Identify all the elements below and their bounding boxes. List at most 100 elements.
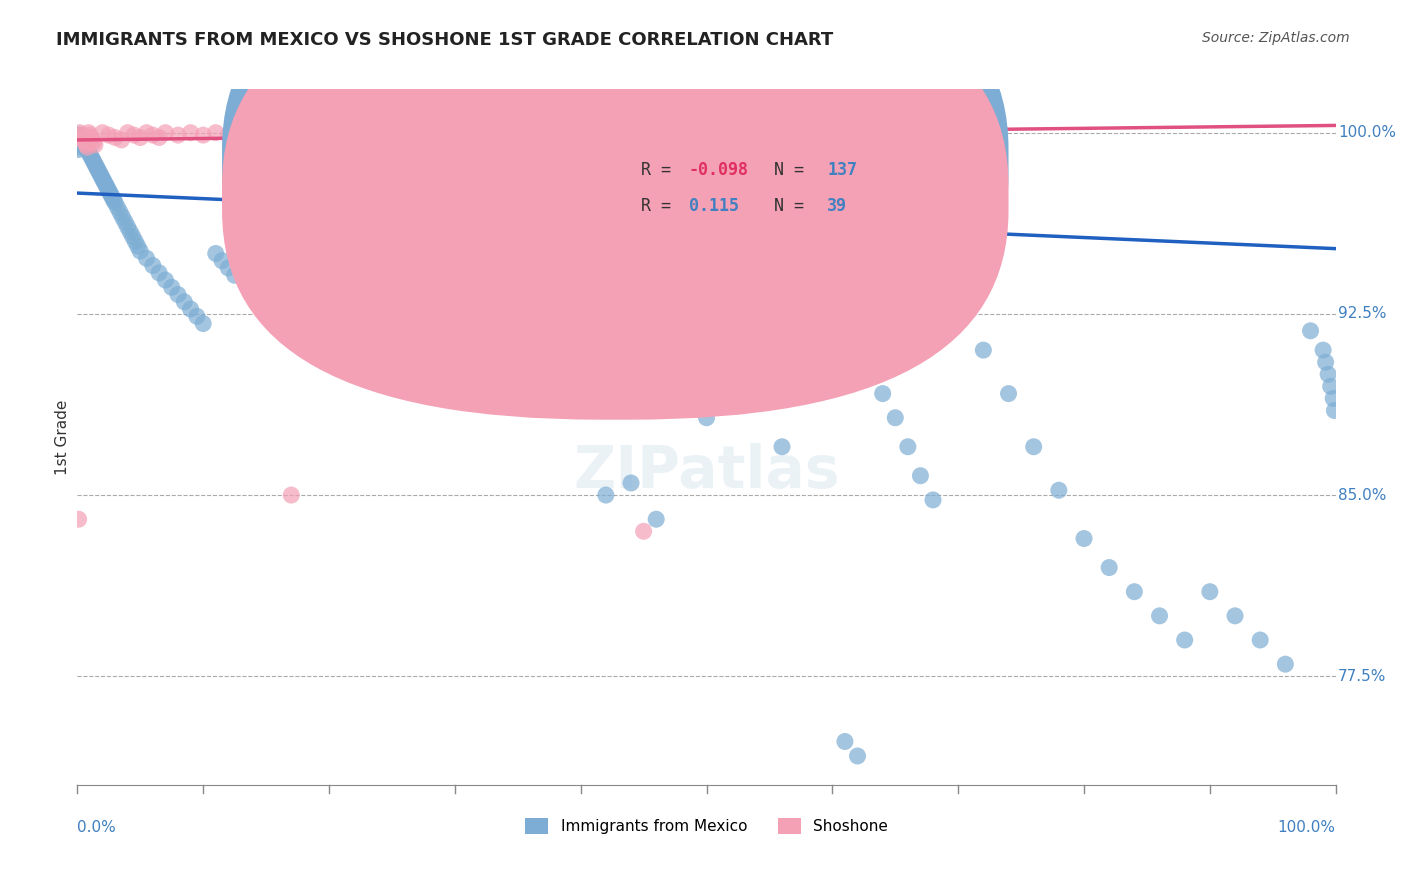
Point xyxy=(368,215,391,229)
Point xyxy=(1198,584,1220,599)
Point xyxy=(70,130,93,145)
Point xyxy=(80,150,103,164)
Point xyxy=(343,249,366,263)
Point xyxy=(108,205,131,219)
Point xyxy=(1249,633,1271,648)
Point xyxy=(101,191,124,205)
Text: 137: 137 xyxy=(827,161,858,179)
Point xyxy=(160,280,183,294)
Point xyxy=(287,285,309,299)
Point xyxy=(67,136,90,150)
Point xyxy=(148,266,170,280)
Point xyxy=(280,277,302,292)
Point xyxy=(117,219,139,234)
FancyBboxPatch shape xyxy=(222,0,1008,420)
Point xyxy=(204,246,226,260)
Point xyxy=(356,227,378,242)
Point xyxy=(280,488,302,502)
Point xyxy=(544,215,567,229)
Point xyxy=(229,227,252,242)
Point xyxy=(456,227,478,242)
Text: 0.115: 0.115 xyxy=(689,197,740,215)
Point xyxy=(82,133,104,147)
Point xyxy=(569,218,592,232)
Point xyxy=(432,252,454,266)
Point xyxy=(90,169,112,184)
Point xyxy=(444,126,467,140)
Point xyxy=(107,201,129,215)
Text: R =: R = xyxy=(641,197,692,215)
FancyBboxPatch shape xyxy=(222,0,1008,384)
Point xyxy=(96,181,118,195)
Point xyxy=(77,145,100,159)
Point xyxy=(91,126,114,140)
Point xyxy=(481,270,503,285)
Point xyxy=(1317,368,1340,382)
Point xyxy=(75,137,97,152)
Point xyxy=(305,307,328,321)
Point xyxy=(103,194,125,208)
Point xyxy=(155,126,177,140)
Point xyxy=(671,379,693,393)
Point xyxy=(948,300,970,314)
Point xyxy=(142,128,165,142)
Point xyxy=(97,128,120,142)
Text: N =: N = xyxy=(775,197,814,215)
Y-axis label: 1st Grade: 1st Grade xyxy=(55,400,70,475)
Point xyxy=(267,263,290,277)
Legend: Immigrants from Mexico, Shoshone: Immigrants from Mexico, Shoshone xyxy=(519,812,894,840)
Point xyxy=(468,235,491,249)
Point xyxy=(67,143,90,157)
Point xyxy=(180,301,202,316)
Point xyxy=(94,177,117,191)
Point xyxy=(67,128,90,142)
Point xyxy=(910,468,932,483)
Point xyxy=(770,440,793,454)
Point xyxy=(1149,608,1171,623)
Point xyxy=(374,222,396,236)
Point xyxy=(191,317,215,331)
Point xyxy=(884,410,907,425)
Point xyxy=(180,126,202,140)
Point xyxy=(1319,379,1341,393)
Point xyxy=(236,235,259,249)
Point xyxy=(1223,608,1246,623)
Point xyxy=(135,252,157,266)
Point xyxy=(846,749,869,764)
Point xyxy=(645,512,668,526)
Point xyxy=(620,475,643,490)
Point xyxy=(129,130,152,145)
Point xyxy=(569,126,592,140)
Point xyxy=(267,126,290,140)
Point xyxy=(129,244,152,258)
Point xyxy=(117,126,139,140)
FancyBboxPatch shape xyxy=(576,153,935,235)
Point xyxy=(72,133,94,147)
Point xyxy=(73,137,96,152)
Point xyxy=(89,167,111,181)
Point xyxy=(142,259,165,273)
Point xyxy=(91,171,114,186)
Point xyxy=(336,242,359,256)
Text: 85.0%: 85.0% xyxy=(1339,488,1386,502)
Point xyxy=(1123,584,1146,599)
Point xyxy=(745,386,768,401)
Point xyxy=(69,128,91,142)
Point xyxy=(1323,403,1346,417)
Point xyxy=(1022,440,1045,454)
Point xyxy=(86,161,108,176)
Point xyxy=(897,440,920,454)
Point xyxy=(274,270,297,285)
Point xyxy=(67,512,90,526)
Text: IMMIGRANTS FROM MEXICO VS SHOSHONE 1ST GRADE CORRELATION CHART: IMMIGRANTS FROM MEXICO VS SHOSHONE 1ST G… xyxy=(56,31,834,49)
Point xyxy=(83,154,105,169)
Point xyxy=(70,128,93,142)
Point xyxy=(67,137,90,152)
Point xyxy=(72,136,94,150)
Point xyxy=(104,195,127,210)
Point xyxy=(299,300,322,314)
Point xyxy=(121,229,143,244)
Point xyxy=(124,235,146,249)
Point xyxy=(73,136,96,150)
Point xyxy=(406,270,429,285)
